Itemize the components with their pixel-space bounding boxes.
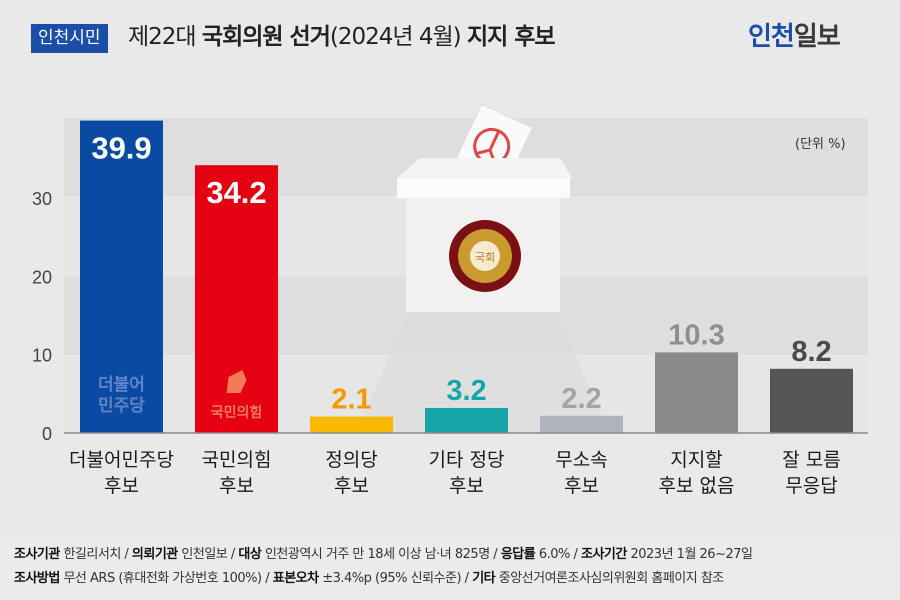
x-tick-label: 후보 없음 <box>659 475 735 497</box>
footer-key: 기타 <box>472 571 496 586</box>
ballot-box-lid-top <box>397 158 572 178</box>
title-bold-1: 국회의원 선거 <box>201 24 331 50</box>
bar <box>80 120 163 433</box>
bar-chart: 0 10 20 30 국회 39.9 더불어민주당 34.2 국민의힘 2.1 3.2 2.2 10… <box>32 103 868 497</box>
data-label: 8.2 <box>791 336 831 368</box>
bar <box>655 352 738 433</box>
title-mid: (2024년 4월) <box>329 24 467 50</box>
bar <box>310 416 393 433</box>
bars: 39.9 더불어민주당 34.2 국민의힘 2.1 3.2 2.2 10.3 8.2 <box>80 120 853 434</box>
region-badge: 인천시민 <box>31 24 108 53</box>
data-label: 10.3 <box>668 319 724 351</box>
data-label: 34.2 <box>206 175 266 210</box>
x-tick-label: 후보 <box>104 475 139 497</box>
footer-value: ±3.4%p (95% 신뢰수준) / <box>318 571 473 586</box>
footer-value: 2023년 1월 26~27일 <box>626 547 753 562</box>
footer-line-2: 조사방법 무선 ARS (휴대전화 가상번호 100%) / 표본오차 ±3.4… <box>14 567 724 586</box>
party-logo-icon <box>226 370 247 393</box>
x-tick-label: 정의당 <box>325 449 377 471</box>
y-tick-label: 20 <box>32 267 52 287</box>
x-tick-label: 지지할 <box>670 449 722 471</box>
x-tick-label: 기타 정당 <box>429 449 505 471</box>
x-tick-label: 잘 모름 <box>782 449 840 471</box>
chart-title: 제22대 국회의원 선거(2024년 4월) 지지 후보 <box>128 22 556 52</box>
data-label: 3.2 <box>446 375 486 407</box>
footer-value: 6.0% / <box>535 547 582 562</box>
title-prefix: 제22대 <box>128 24 202 50</box>
footer-key: 대상 <box>238 547 262 562</box>
footer-key: 표본오차 <box>272 571 319 586</box>
footer-key: 응답률 <box>500 547 536 562</box>
publisher-logo: 인천일보 <box>748 22 841 52</box>
x-tick-label: 더불어민주당 <box>69 449 174 471</box>
footer-value: 인천광역시 거주 만 18세 이상 남·녀 825명 / <box>261 547 501 562</box>
x-tick-label: 후보 <box>219 475 254 497</box>
x-tick-label: 후보 <box>449 475 484 497</box>
footer-value: 인천일보 / <box>177 547 239 562</box>
ballot-box-lid <box>397 178 570 198</box>
y-tick-label: 30 <box>32 189 52 209</box>
y-tick-label: 0 <box>42 424 52 444</box>
seal-text: 국회 <box>475 251 495 264</box>
footer-key: 조사기간 <box>581 547 627 562</box>
logo-part-1: 인천 <box>748 22 795 52</box>
bar <box>770 368 853 433</box>
data-label: 2.2 <box>561 383 601 415</box>
title-bold-2: 지지 후보 <box>466 24 556 50</box>
x-tick-label: 국민의힘 <box>202 449 272 471</box>
bar <box>540 415 623 433</box>
y-tick-label: 10 <box>32 346 52 366</box>
footer-value: 중앙선거여론조사심의위원회 홈페이지 참조 <box>495 571 725 586</box>
survey-info-footer: 조사기관 한길리서치 / 의뢰기관 인천일보 / 대상 인천광역시 거주 만 1… <box>0 535 900 600</box>
logo-part-2: 일보 <box>793 22 841 52</box>
x-tick-label: 후보 <box>564 475 599 497</box>
party-logo-text: 국민의힘 <box>211 404 263 421</box>
footer-key: 조사방법 <box>14 571 60 586</box>
x-tick-label: 무응답 <box>785 475 837 497</box>
footer-value: 무선 ARS (휴대전화 가상번호 100%) / <box>59 571 273 586</box>
x-tick-label: 후보 <box>334 475 369 497</box>
x-tick-label: 무소속 <box>555 449 607 471</box>
data-label: 2.1 <box>331 384 371 416</box>
party-logo-text: 민주당 <box>98 396 145 416</box>
y-axis: 0 10 20 30 <box>32 189 52 444</box>
ballot-box-shadow <box>355 312 610 433</box>
unit-label: (단위 %) <box>795 137 846 152</box>
footer-key: 의뢰기관 <box>131 547 178 562</box>
national-assembly-seal-icon: 국회 <box>449 220 521 292</box>
footer-value: 한길리서치 / <box>59 547 132 562</box>
data-label: 39.9 <box>91 131 151 166</box>
footer-key: 조사기관 <box>14 547 60 562</box>
party-logo-text: 더불어 <box>98 375 145 395</box>
footer-line-1: 조사기관 한길리서치 / 의뢰기관 인천일보 / 대상 인천광역시 거주 만 1… <box>14 543 753 562</box>
bar <box>425 407 508 433</box>
header: 인천시민 제22대 국회의원 선거(2024년 4월) 지지 후보 인천일보 <box>0 0 900 80</box>
ballot-box-illustration: 국회 <box>355 103 610 433</box>
